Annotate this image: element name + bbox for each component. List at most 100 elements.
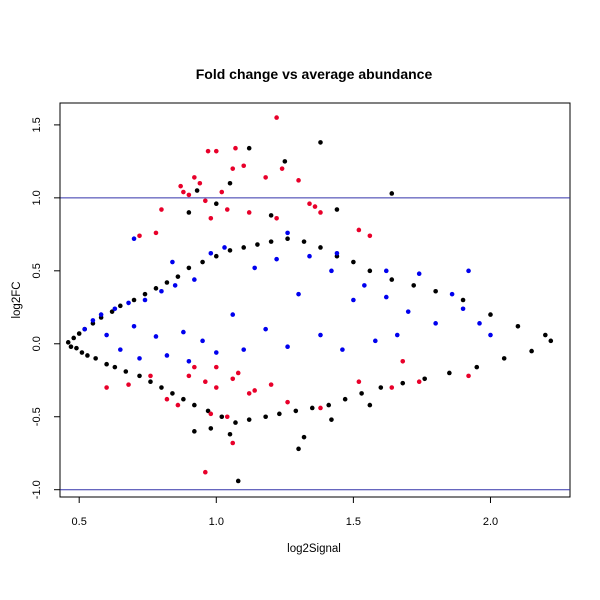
- data-point: [200, 259, 205, 265]
- y-tick-label: 0.5: [31, 263, 43, 278]
- data-point: [170, 391, 175, 396]
- x-tick-label: 1.0: [209, 516, 224, 528]
- data-point: [93, 356, 98, 361]
- data-point: [501, 356, 507, 361]
- data-point: [378, 385, 384, 390]
- data-point: [274, 115, 279, 120]
- data-point: [164, 353, 170, 358]
- y-tick-label: 1.5: [31, 117, 43, 132]
- data-point: [356, 379, 362, 385]
- data-point: [383, 268, 389, 274]
- data-point: [400, 380, 406, 386]
- data-point: [126, 300, 131, 306]
- data-point: [334, 207, 340, 212]
- data-point: [285, 236, 290, 242]
- data-point: [285, 344, 290, 349]
- data-point: [79, 350, 85, 355]
- data-point: [137, 373, 142, 379]
- data-point: [252, 388, 257, 393]
- data-point: [74, 345, 79, 351]
- data-point: [203, 198, 208, 204]
- data-point: [296, 446, 301, 452]
- data-point: [213, 364, 219, 370]
- data-point: [460, 297, 466, 303]
- data-point: [164, 396, 170, 402]
- y-tick-label: 1.0: [31, 190, 43, 205]
- data-point: [131, 236, 137, 242]
- data-point: [213, 148, 219, 154]
- data-point: [208, 251, 214, 256]
- data-point: [153, 230, 159, 236]
- data-point: [192, 429, 197, 434]
- data-point: [222, 245, 227, 250]
- data-point: [351, 259, 356, 265]
- data-point: [373, 338, 378, 344]
- data-point: [104, 385, 109, 390]
- data-point: [329, 268, 334, 274]
- data-point: [307, 201, 312, 206]
- y-axis: -1.0 -0.5 0.0 0.5 1.0 1.5: [31, 117, 61, 499]
- data-point: [219, 414, 225, 420]
- data-point: [123, 369, 129, 374]
- data-point: [268, 213, 274, 218]
- data-point: [148, 373, 153, 379]
- data-point: [318, 245, 323, 250]
- data-point: [296, 178, 301, 183]
- y-tick-label: -0.5: [31, 407, 43, 426]
- data-point: [118, 347, 123, 352]
- data-point: [233, 420, 238, 425]
- data-point: [488, 332, 493, 338]
- data-point: [543, 332, 548, 338]
- data-point: [282, 159, 288, 164]
- data-point: [194, 188, 200, 193]
- data-point: [235, 370, 241, 376]
- data-point: [318, 140, 323, 145]
- plot-frame: [59, 102, 571, 498]
- data-point: [255, 242, 260, 247]
- data-point: [433, 288, 438, 294]
- data-point: [474, 364, 480, 370]
- data-point: [181, 396, 186, 402]
- data-point: [263, 175, 268, 180]
- data-point: [159, 288, 164, 294]
- data-point: [112, 364, 118, 370]
- data-point: [318, 405, 323, 411]
- data-point: [208, 426, 214, 431]
- data-point: [213, 350, 219, 355]
- data-point: [186, 210, 192, 215]
- data-point: [241, 245, 247, 250]
- data-point: [98, 312, 104, 317]
- data-point: [293, 408, 299, 414]
- data-point: [186, 358, 192, 364]
- data-point: [488, 312, 493, 317]
- data-point: [416, 379, 422, 385]
- data-point: [277, 411, 282, 417]
- data-point: [186, 265, 192, 271]
- data-point: [203, 469, 208, 475]
- data-point: [235, 478, 241, 484]
- data-point: [460, 306, 466, 312]
- data-point: [301, 434, 307, 440]
- data-point: [309, 405, 315, 411]
- data-point: [227, 248, 233, 253]
- data-point: [367, 268, 373, 274]
- y-axis-label: log2FC: [11, 281, 23, 318]
- data-point: [359, 391, 364, 396]
- data-point: [205, 408, 211, 414]
- data-point: [246, 417, 252, 422]
- data-point: [356, 227, 362, 233]
- data-point: [71, 335, 77, 341]
- data-point: [548, 338, 554, 344]
- data-point: [104, 361, 109, 367]
- data-point: [131, 297, 137, 303]
- data-point: [329, 417, 334, 422]
- data-point: [400, 358, 406, 364]
- data-point: [104, 332, 109, 338]
- data-point: [318, 332, 323, 338]
- data-point: [192, 277, 197, 282]
- data-point: [285, 399, 290, 405]
- data-point: [181, 329, 186, 335]
- data-point: [477, 321, 482, 326]
- data-point: [126, 382, 131, 387]
